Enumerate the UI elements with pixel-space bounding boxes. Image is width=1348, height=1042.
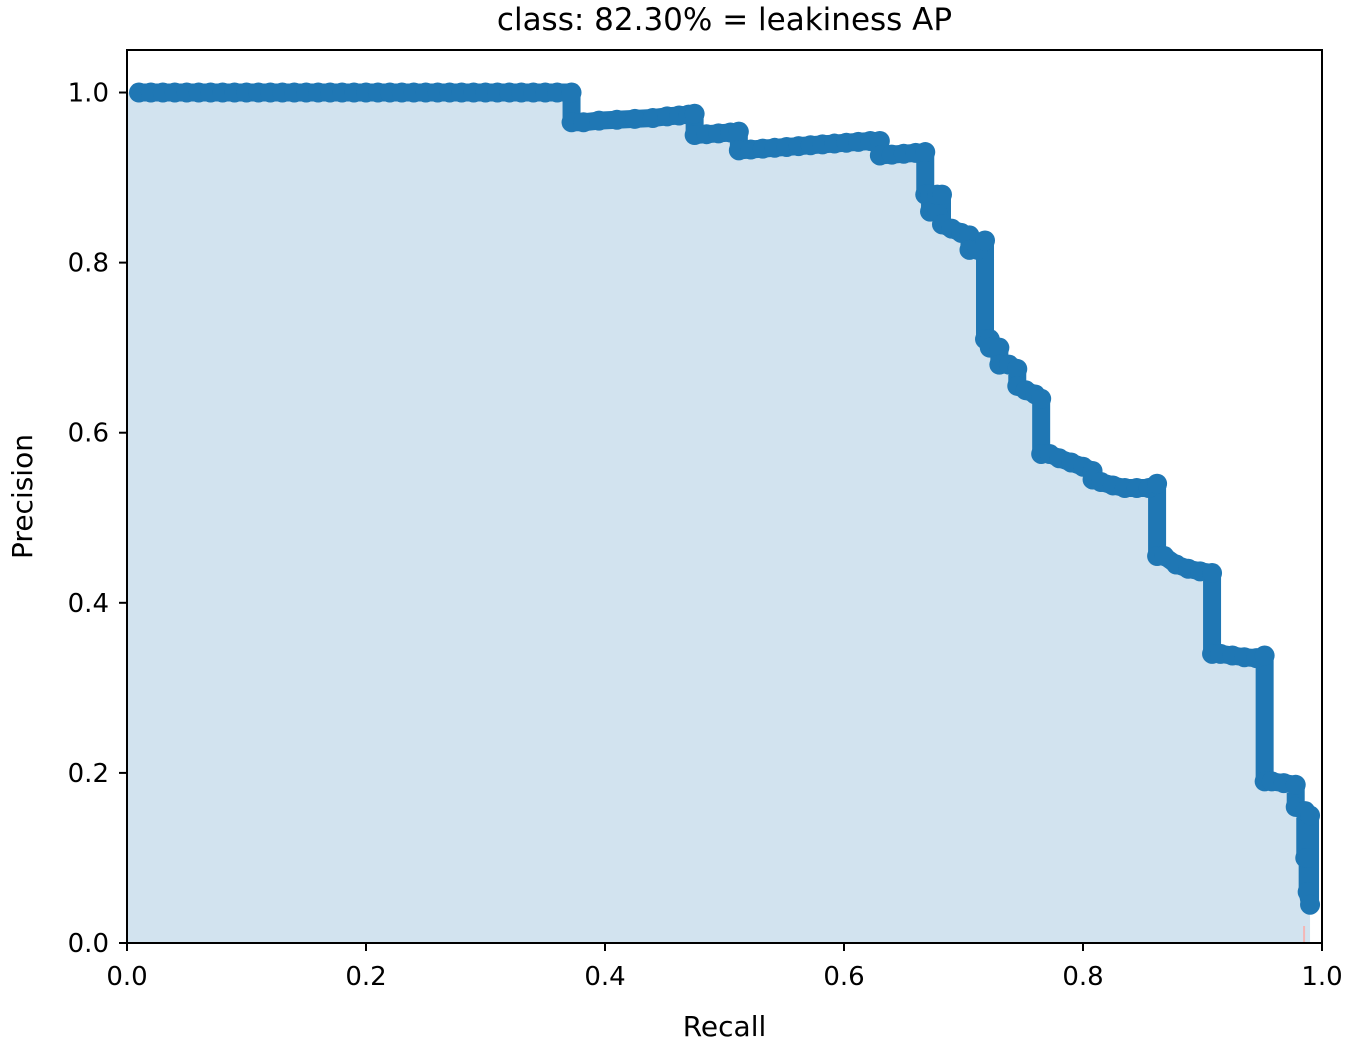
x-tick-label: 0.4	[584, 962, 625, 992]
x-tick-label: 1.0	[1301, 962, 1342, 992]
x-axis-ticks: 0.0 0.2 0.4 0.6 0.8 1.0	[106, 943, 1343, 992]
plot-frame	[126, 49, 1323, 944]
chart-title: class: 82.30% = leakiness AP	[497, 2, 952, 38]
y-tick-label: 0.0	[68, 929, 109, 959]
pr-point	[1300, 894, 1321, 915]
pr-area-fill	[127, 92, 1311, 944]
pr-point	[589, 110, 610, 131]
pr-point	[1297, 847, 1318, 868]
pr-point	[975, 230, 996, 251]
pr-point	[1300, 805, 1321, 826]
pr-point	[684, 103, 705, 124]
pr-point	[1031, 388, 1052, 409]
pr-point	[1202, 563, 1223, 584]
pr-point	[959, 225, 980, 246]
y-tick-label: 0.2	[68, 759, 109, 789]
pr-point	[989, 337, 1010, 358]
x-tick-label: 0.2	[345, 962, 386, 992]
x-tick-label: 0.6	[823, 962, 864, 992]
pr-point	[547, 82, 568, 103]
y-axis-ticks: 0.0 0.2 0.4 0.6 0.8 1.0	[68, 79, 127, 959]
pr-point	[728, 121, 749, 142]
pr-point	[606, 109, 627, 130]
area-fill-layer	[127, 92, 1311, 944]
pr-point	[573, 112, 594, 133]
x-tick-label: 0.0	[106, 962, 147, 992]
y-tick-label: 0.4	[68, 589, 109, 619]
pr-point	[1285, 774, 1306, 795]
y-tick-label: 1.0	[68, 79, 109, 109]
y-tick-label: 0.6	[68, 419, 109, 449]
y-axis-title: Precision	[6, 434, 39, 559]
pr-point	[869, 131, 890, 152]
pr-point	[561, 82, 582, 103]
pr-point	[931, 184, 952, 205]
pr-point	[915, 142, 936, 163]
y-tick-label: 0.8	[68, 249, 109, 279]
x-tick-label: 0.8	[1062, 962, 1103, 992]
pr-point	[624, 108, 645, 129]
x-axis-title: Recall	[683, 1010, 767, 1042]
pr-point	[1147, 473, 1168, 494]
markers-layer	[128, 82, 1321, 915]
pr-point	[1007, 358, 1028, 379]
pr-point	[1254, 645, 1275, 666]
